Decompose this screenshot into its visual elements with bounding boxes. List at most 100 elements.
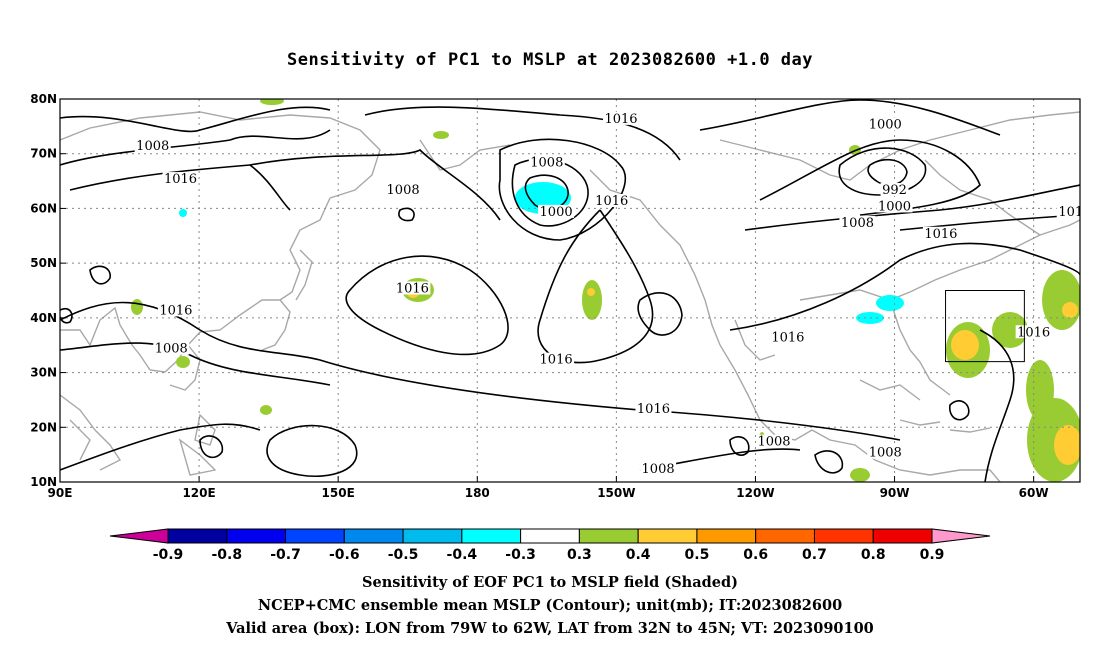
contour-label-bg	[640, 462, 677, 476]
coastline	[261, 299, 291, 351]
coastline	[60, 394, 122, 471]
mslp-contour	[60, 301, 901, 441]
contour-label: 101	[1058, 205, 1083, 220]
colorbar-label: 0.8	[861, 547, 886, 563]
axes: 90E 120E 150E 180 150W 120W 90W 60W 10N 20N 30N 40N…	[30, 92, 1048, 500]
coastline	[859, 379, 921, 401]
colorbar-box	[402, 528, 463, 544]
caption-shading: Sensitivity of EOF PC1 to MSLP field (Sh…	[362, 574, 738, 591]
contour-label-bg	[538, 352, 575, 366]
colorbar-box	[637, 528, 698, 544]
colorbar-right-arrow	[931, 528, 991, 544]
coastline-layer	[60, 111, 1080, 482]
contour-label: 1016	[924, 227, 957, 242]
colorbar-label: -0.6	[329, 547, 360, 563]
colorbar-label: -0.3	[505, 547, 536, 563]
sensitivity-area	[1062, 302, 1078, 318]
y-tick-label: 20N	[30, 420, 57, 434]
colorbar-box	[872, 528, 933, 544]
colorbar: -0.9 -0.8 -0.7 -0.6 -0.5 -0.4 -0.3 0.3 0.4 0.5 0.6…	[109, 528, 991, 563]
contour-label-bg	[385, 183, 422, 197]
x-tick-label: 90W	[880, 486, 910, 500]
colorbar-box	[285, 528, 345, 544]
coastline	[734, 319, 776, 361]
x-tick-label: 60W	[1019, 486, 1049, 500]
x-tick-label: 90E	[48, 486, 73, 500]
contour-label-bg	[880, 183, 909, 197]
contour-label-bg	[157, 303, 194, 317]
coastline	[719, 111, 1080, 181]
mslp-contour	[60, 307, 73, 324]
contour-label: 1008	[155, 342, 188, 357]
mslp-contour	[60, 106, 331, 133]
coastline	[419, 139, 511, 171]
coastline	[799, 219, 1080, 301]
coastline	[178, 438, 217, 476]
contour-label-bg	[538, 204, 575, 218]
sensitivity-area	[1042, 270, 1080, 330]
contour-label: 1008	[136, 139, 169, 154]
sensitivity-area	[951, 330, 979, 360]
contour-label: 1008	[387, 183, 420, 198]
colorbar-box	[755, 528, 815, 544]
sensitivity-area	[1026, 360, 1054, 420]
contour-label: 1008	[869, 446, 902, 461]
contour-label: 1008	[841, 216, 874, 231]
y-tick-label: 30N	[30, 366, 57, 380]
colorbar-label: 0.5	[685, 547, 710, 563]
contour-label-bg	[603, 111, 639, 125]
colorbar-label: -0.5	[388, 547, 419, 563]
mslp-contour	[838, 147, 927, 196]
contour-label-bg	[528, 155, 565, 169]
y-tick-label: 40N	[30, 311, 57, 325]
sensitivity-area	[179, 209, 187, 217]
chart-title: Sensitivity of PC1 to MSLP at 2023082600…	[286, 50, 813, 70]
sensitivity-area	[131, 299, 143, 315]
colorbar-label: -0.9	[153, 547, 184, 563]
colorbar-box	[520, 528, 580, 544]
contour-label-bg	[593, 193, 630, 207]
contour-label: 1016	[637, 402, 670, 417]
sensitivity-area	[582, 280, 602, 320]
contour-label: 1008	[530, 156, 563, 171]
mslp-contour	[637, 291, 683, 336]
coastline	[169, 344, 201, 391]
contour-label-bg	[394, 281, 431, 295]
colorbar-label: 0.3	[567, 547, 592, 563]
mslp-contour	[729, 436, 750, 456]
coastline	[194, 413, 216, 446]
contour-label-bg	[876, 199, 913, 213]
y-tick-label: 60N	[30, 201, 57, 215]
sensitivity-area	[850, 468, 870, 482]
contour-label: 1016	[159, 303, 192, 318]
contour-label: 1000	[878, 199, 911, 214]
caption-valid-area: Valid area (box): LON from 79W to 62W, L…	[226, 620, 874, 637]
contour-label-bg	[839, 215, 876, 229]
valid-area-box	[945, 290, 1025, 363]
contour-label: 1016	[1017, 325, 1050, 340]
colorbar-box	[226, 528, 287, 544]
contour-label: 1016	[595, 194, 628, 209]
mslp-contour	[60, 129, 331, 166]
x-tick-label: 150W	[597, 486, 635, 500]
colorbar-label: 0.7	[802, 547, 827, 563]
mslp-contour	[744, 184, 1080, 231]
mslp-contour	[867, 158, 908, 186]
contour-label: 1016	[604, 112, 637, 127]
contour-label-bg	[162, 172, 199, 186]
contour-label-bg	[867, 445, 904, 459]
contour-label-bg	[153, 341, 190, 355]
coastline	[811, 429, 1001, 482]
mslp-contour	[345, 255, 509, 356]
coastline	[949, 427, 991, 433]
contour-label-bg	[1056, 204, 1080, 218]
colorbar-box	[343, 528, 404, 544]
sensitivity-area	[433, 131, 449, 139]
mslp-contour	[759, 139, 981, 216]
sensitivity-area	[587, 288, 595, 296]
mslp-contour	[899, 214, 1080, 231]
colorbar-label: -0.7	[270, 547, 301, 563]
colorbar-label: -0.8	[211, 547, 242, 563]
